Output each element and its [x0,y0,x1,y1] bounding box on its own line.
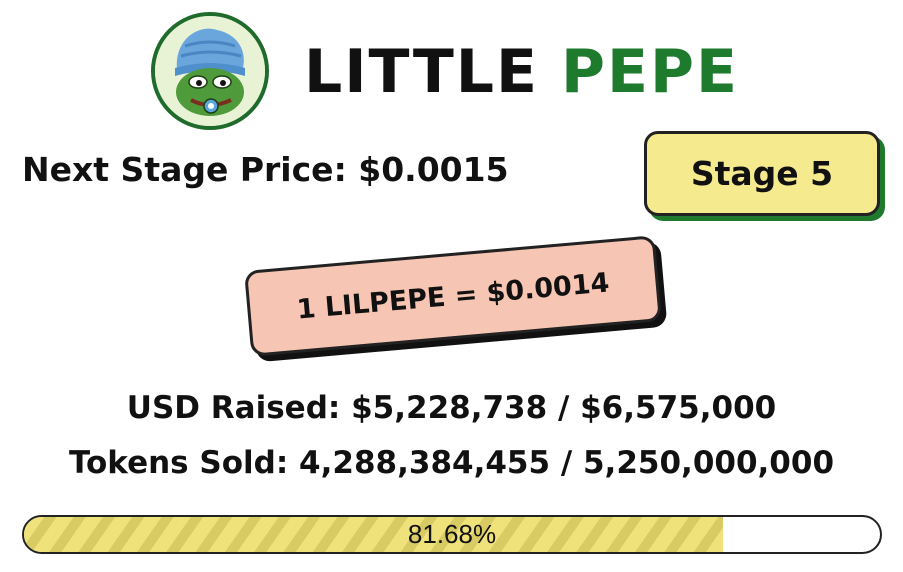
progress-fill [24,517,724,552]
brand-title-part1: LITTLE [304,37,540,107]
progress-percent-label: 81.68% [407,519,497,549]
usd-raised: USD Raised: $5,228,738 / $6,575,000 [126,390,777,426]
presale-progress-bar: 81.68% [22,515,882,554]
next-stage-price: Next Stage Price: $0.0015 [22,150,509,189]
brand-title: LITTLE PEPE [304,22,739,122]
tokens-sold: Tokens Sold: 4,288,384,455 / 5,250,000,0… [68,445,835,481]
token-price-card: 1 LILPEPE = $0.0014 [244,235,662,357]
brand-title-part2: PEPE [561,37,739,107]
pepe-avatar-icon [151,12,269,130]
stage-badge: Stage 5 [644,131,880,216]
